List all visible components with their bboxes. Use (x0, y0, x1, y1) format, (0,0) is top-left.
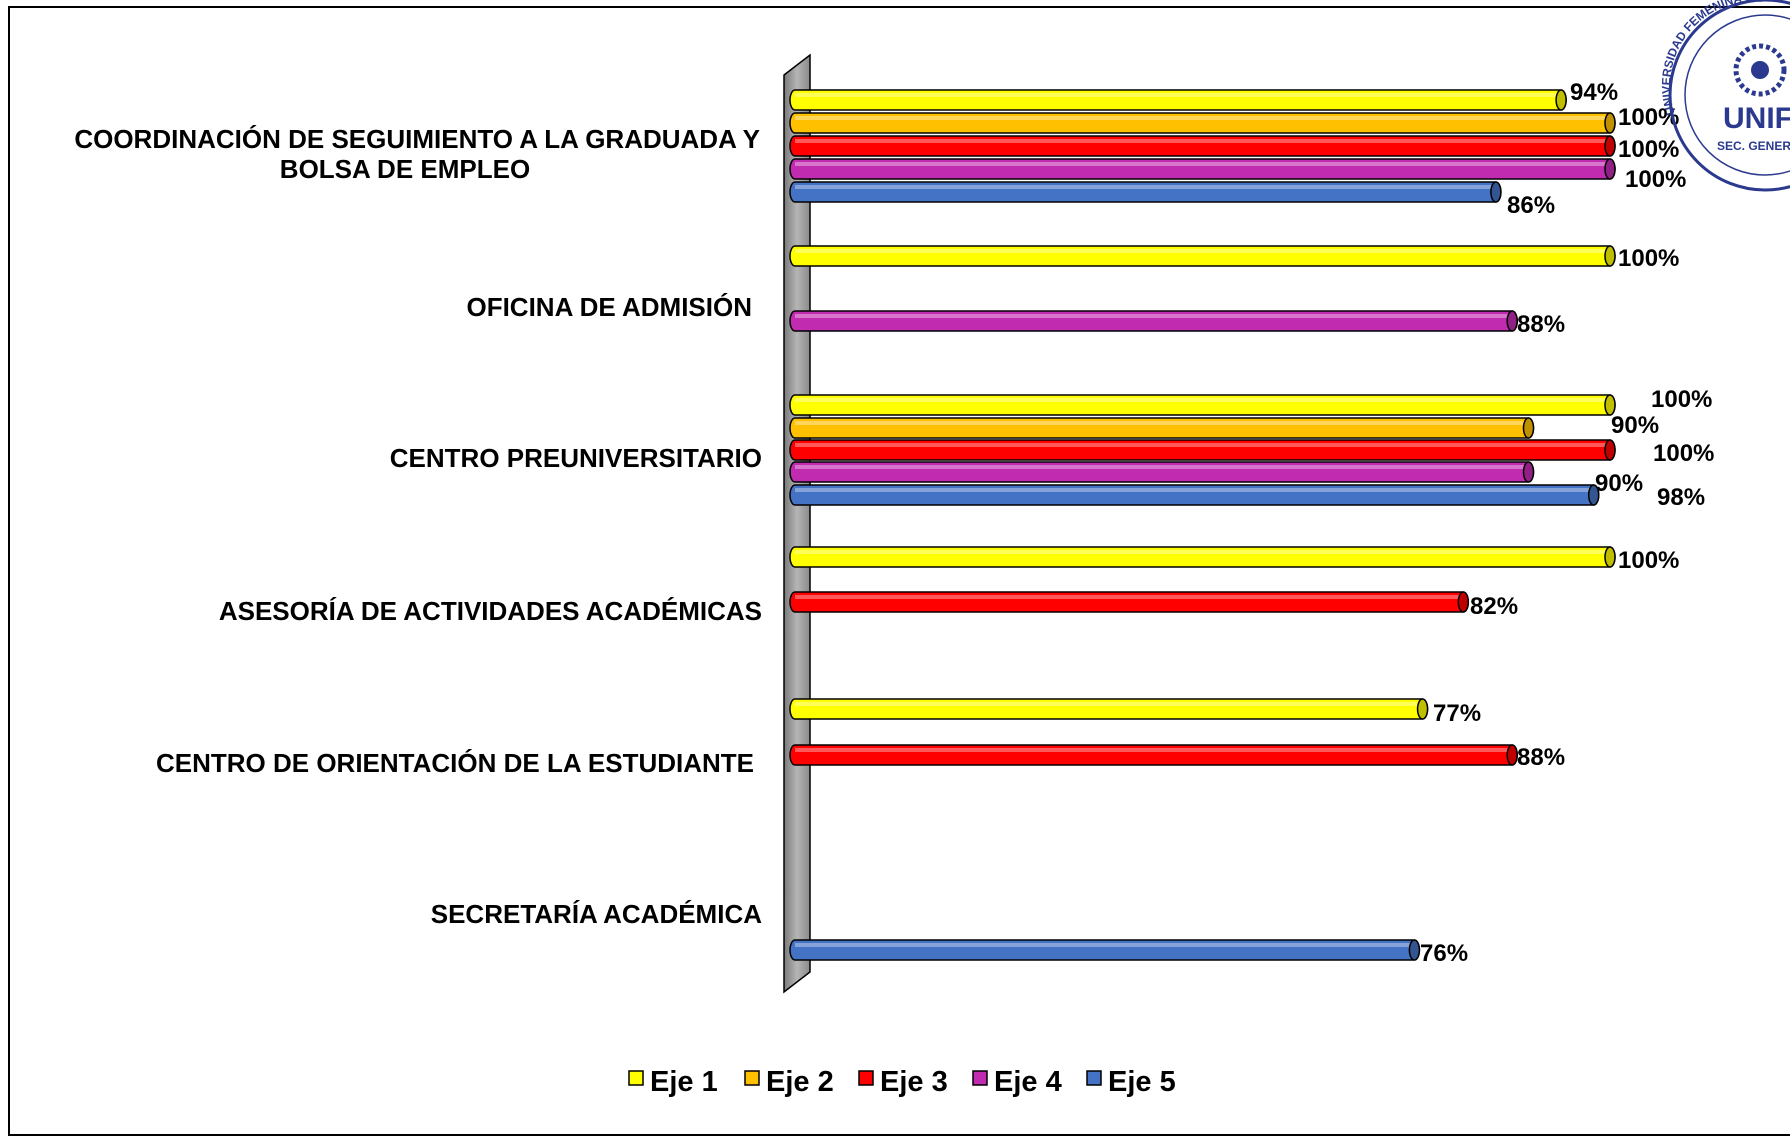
data-label: 76% (1420, 940, 1468, 967)
bar-eje-3 (789, 744, 1518, 766)
legend-label: Eje 5 (1108, 1066, 1176, 1098)
category-labels: COORDINACIÓN DE SEGUIMIENTO A LA GRADUAD… (74, 124, 762, 929)
category-label: CENTRO PREUNIVERSITARIO (390, 443, 762, 473)
data-label: 90% (1611, 412, 1659, 439)
data-label: 82% (1470, 593, 1518, 620)
bar-eje-5 (789, 181, 1502, 203)
category-label: ASESORÍA DE ACTIVIDADES ACADÉMICAS (219, 596, 762, 626)
bar-eje-4 (789, 158, 1616, 180)
data-label: 100% (1618, 104, 1679, 131)
bar-eje-4 (789, 310, 1518, 332)
legend-swatch (972, 1070, 988, 1086)
data-label: 100% (1618, 245, 1679, 272)
data-label: 94% (1570, 79, 1618, 106)
legend-label: Eje 2 (766, 1066, 834, 1098)
legend-label: Eje 4 (994, 1066, 1062, 1098)
bar-eje-1 (789, 394, 1616, 416)
legend-item: Eje 5 (1086, 1066, 1176, 1098)
data-label: 98% (1657, 484, 1705, 511)
bar-eje-3 (789, 135, 1616, 157)
legend-item: Eje 2 (744, 1066, 834, 1098)
bar-eje-2 (789, 417, 1535, 439)
data-label: 100% (1625, 166, 1686, 193)
svg-text:UNIF: UNIF (1723, 102, 1790, 135)
category-label: BOLSA DE EMPLEO (280, 154, 530, 184)
category-label: CENTRO DE ORIENTACIÓN DE LA ESTUDIANTE (156, 748, 754, 778)
bar-eje-1 (789, 245, 1616, 267)
legend: Eje 1 Eje 2 Eje 3 Eje 4 Eje 5 (628, 1066, 1176, 1098)
bar-eje-5 (789, 939, 1421, 961)
data-label: 100% (1618, 136, 1679, 163)
legend-item: Eje 3 (858, 1066, 948, 1098)
bar-eje-5 (789, 484, 1600, 506)
legend-swatch (628, 1070, 644, 1086)
bars (789, 89, 1616, 961)
bar-eje-2 (789, 112, 1616, 134)
bar-eje-4 (789, 461, 1535, 483)
legend-swatch (744, 1070, 760, 1086)
bar-eje-1 (789, 698, 1429, 720)
data-label: 90% (1595, 470, 1643, 497)
bar-eje-3 (789, 439, 1616, 461)
data-label: 100% (1651, 386, 1712, 413)
bar-eje-3 (789, 591, 1470, 613)
data-label: 100% (1653, 440, 1714, 467)
data-label: 88% (1517, 744, 1565, 771)
legend-swatch (858, 1070, 874, 1086)
category-label: COORDINACIÓN DE SEGUIMIENTO A LA GRADUAD… (74, 124, 760, 154)
data-label: 88% (1517, 311, 1565, 338)
category-label: OFICINA DE ADMISIÓN (466, 292, 752, 322)
bar-eje-1 (789, 89, 1567, 111)
legend-label: Eje 3 (880, 1066, 948, 1098)
svg-text:SEC. GENERAL: SEC. GENERAL (1717, 139, 1790, 153)
data-label: 77% (1433, 700, 1481, 727)
value-labels: 94%100%100%100%77%100%90%100%100%82%88%1… (1420, 79, 1714, 967)
data-label: 100% (1618, 547, 1679, 574)
legend-item: Eje 4 (972, 1066, 1062, 1098)
category-label: SECRETARÍA ACADÉMICA (431, 899, 762, 929)
legend-item: Eje 1 (628, 1066, 718, 1098)
bar-eje-1 (789, 546, 1616, 568)
legend-label: Eje 1 (650, 1066, 718, 1098)
data-label: 86% (1507, 192, 1555, 219)
legend-swatch (1086, 1070, 1102, 1086)
